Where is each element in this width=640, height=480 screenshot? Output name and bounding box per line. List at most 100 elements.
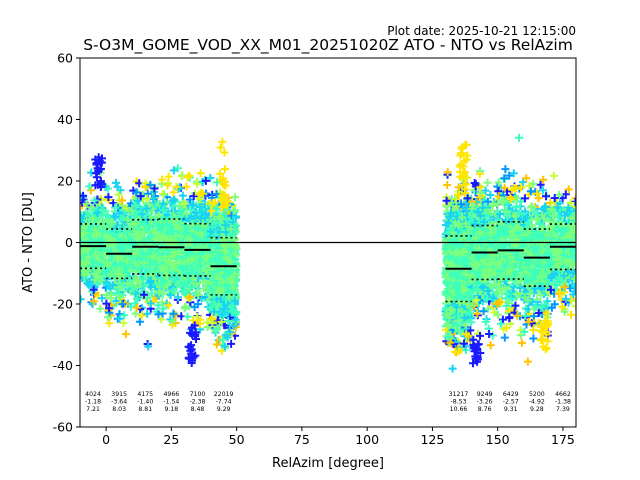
- scatter-point: [220, 342, 229, 351]
- scatter-point: [207, 206, 216, 215]
- scatter-point: [114, 265, 123, 274]
- scatter-point: [208, 319, 217, 328]
- scatter-point: [231, 206, 240, 215]
- scatter-point: [217, 214, 226, 223]
- scatter-point: [157, 280, 166, 289]
- scatter-point: [158, 175, 167, 184]
- scatter-point: [207, 303, 216, 312]
- scatter-point: [227, 339, 236, 348]
- scatter-point: [131, 309, 140, 318]
- scatter-point: [180, 199, 189, 208]
- scatter-point: [208, 248, 217, 256]
- scatter-point: [182, 270, 191, 279]
- scatter-point: [158, 221, 167, 230]
- scatter-point: [164, 301, 173, 310]
- scatter-point: [443, 168, 452, 177]
- scatter-point: [134, 228, 143, 237]
- scatter-point: [208, 223, 217, 232]
- scatter-point: [172, 182, 181, 191]
- scatter-point: [90, 196, 99, 205]
- scatter-point: [195, 195, 204, 204]
- scatter-point: [87, 186, 95, 195]
- scatter-point: [113, 269, 122, 278]
- scatter-point: [138, 210, 147, 219]
- scatter-point: [219, 335, 227, 344]
- scatter-point: [189, 274, 198, 283]
- scatter-point: [80, 198, 87, 207]
- scatter-point: [174, 257, 183, 266]
- scatter-point: [140, 258, 148, 267]
- scatter-point: [176, 281, 185, 290]
- scatter-point: [182, 182, 191, 191]
- scatter-point: [140, 290, 148, 299]
- scatter-point: [103, 211, 112, 220]
- scatter-point: [119, 318, 128, 327]
- scatter-point: [115, 314, 124, 323]
- scatter-point: [114, 190, 123, 199]
- scatter-point: [99, 226, 108, 235]
- scatter-point: [219, 222, 228, 231]
- scatter-point: [529, 326, 538, 334]
- scatter-point: [183, 312, 192, 321]
- scatter-point: [181, 229, 190, 238]
- scatter-point: [118, 300, 127, 309]
- scatter-point: [116, 214, 125, 223]
- scatter-point: [159, 206, 168, 215]
- scatter-point: [156, 226, 165, 235]
- scatter-point: [186, 205, 195, 214]
- scatter-point: [448, 364, 457, 373]
- scatter-point: [132, 294, 141, 303]
- scatter-point: [112, 178, 120, 187]
- scatter-point: [501, 165, 510, 174]
- scatter-point: [111, 203, 119, 212]
- scatter-point: [549, 171, 558, 180]
- scatter-point: [123, 215, 132, 224]
- scatter-point: [506, 319, 515, 328]
- scatter-point: [226, 225, 235, 234]
- scatter-point: [201, 213, 209, 222]
- scatter-point: [164, 229, 172, 238]
- scatter-point: [192, 228, 201, 237]
- scatter-point: [177, 172, 186, 181]
- scatter-point: [93, 209, 102, 217]
- scatter-point: [223, 333, 232, 342]
- scatter-point: [123, 268, 132, 277]
- scatter-point: [221, 228, 230, 237]
- scatter-point: [155, 270, 164, 279]
- scatter-point: [159, 213, 168, 222]
- scatter-point: [137, 232, 146, 241]
- scatter-point: [178, 191, 187, 200]
- scatter-point: [135, 317, 144, 326]
- scatter-point: [212, 242, 221, 250]
- scatter-point: [98, 294, 106, 303]
- scatter-point: [84, 280, 93, 289]
- scatter-point: [146, 257, 154, 266]
- scatter-point: [168, 227, 177, 235]
- scatter-point: [86, 236, 95, 245]
- scatter-point: [169, 286, 178, 295]
- scatter-point: [131, 249, 140, 258]
- scatter-point: [168, 317, 177, 326]
- scatter-point: [116, 186, 125, 195]
- scatter-point: [182, 209, 191, 218]
- scatter-point: [159, 189, 168, 198]
- scatter-point: [221, 266, 230, 274]
- scatter-point: [206, 227, 215, 236]
- scatter-point: [221, 247, 229, 256]
- scatter-point: [111, 212, 120, 221]
- scatter-point: [188, 254, 197, 263]
- scatter-point: [201, 176, 210, 185]
- scatter-point: [220, 272, 229, 281]
- scatter-point: [213, 178, 221, 187]
- scatter-point: [158, 298, 167, 307]
- scatter-point: [196, 319, 205, 328]
- scatter-point: [193, 269, 202, 278]
- scatter-point: [131, 274, 140, 283]
- scatter-point: [181, 302, 190, 311]
- scatter-point: [84, 253, 93, 262]
- scatter-point: [161, 256, 170, 265]
- scatter-point: [208, 199, 217, 208]
- scatter-point: [146, 276, 155, 285]
- scatter-point: [222, 295, 230, 304]
